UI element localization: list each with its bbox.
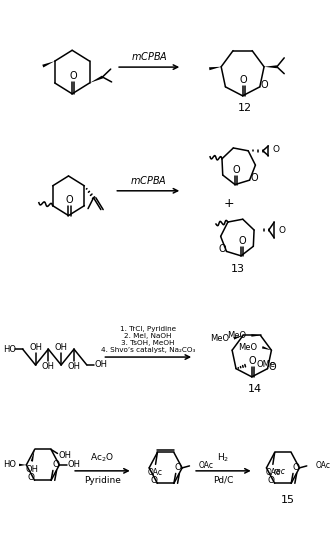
Text: H$_2$: H$_2$ [217, 451, 229, 464]
Text: MeO: MeO [227, 331, 246, 340]
Text: 3. TsOH, MeOH: 3. TsOH, MeOH [122, 340, 175, 346]
Text: O: O [240, 75, 247, 85]
Text: 1. TrCl, Pyridine: 1. TrCl, Pyridine [120, 326, 176, 332]
Text: rac: rac [273, 467, 285, 476]
Text: OH: OH [68, 460, 81, 469]
Text: OH: OH [95, 360, 108, 370]
Polygon shape [42, 61, 55, 67]
Text: OH: OH [42, 363, 55, 372]
Polygon shape [209, 67, 221, 70]
Polygon shape [233, 335, 243, 340]
Text: OH: OH [58, 451, 71, 460]
Text: OH: OH [68, 363, 81, 372]
Text: HO: HO [3, 460, 16, 469]
Text: HO: HO [3, 344, 16, 354]
Text: O: O [267, 476, 274, 485]
Text: O: O [250, 173, 258, 183]
Text: O: O [27, 473, 34, 482]
Text: 13: 13 [231, 264, 245, 274]
Text: O: O [69, 71, 77, 81]
Text: OAc: OAc [148, 468, 163, 477]
Polygon shape [90, 76, 103, 83]
Text: O: O [292, 463, 299, 472]
Text: OAc: OAc [198, 461, 214, 470]
Text: OAc: OAc [316, 461, 331, 470]
Text: Ac$_2$O: Ac$_2$O [91, 451, 114, 464]
Polygon shape [19, 464, 26, 466]
Text: 4. Shvo’s catalyst, Na₂CO₃: 4. Shvo’s catalyst, Na₂CO₃ [101, 347, 195, 353]
Text: OAc: OAc [265, 468, 280, 477]
Text: O: O [261, 80, 268, 90]
Text: O: O [232, 164, 240, 175]
Text: O: O [238, 236, 246, 246]
Text: MeO: MeO [210, 334, 229, 343]
Text: O: O [249, 356, 256, 366]
Text: O: O [150, 476, 157, 485]
Text: +: + [223, 197, 234, 210]
Text: 14: 14 [247, 384, 262, 394]
Polygon shape [262, 346, 271, 350]
Text: MeO: MeO [238, 343, 257, 352]
Text: OH: OH [25, 465, 38, 474]
Text: OH: OH [29, 343, 42, 352]
Text: O: O [218, 245, 226, 254]
Text: O: O [268, 362, 276, 372]
Text: O: O [278, 225, 285, 234]
Polygon shape [31, 450, 35, 462]
Polygon shape [264, 65, 277, 68]
Text: OH: OH [55, 343, 68, 352]
Text: O: O [272, 145, 279, 154]
Text: $m$CPBA: $m$CPBA [130, 174, 166, 186]
Text: O: O [175, 463, 182, 472]
Text: OMe: OMe [256, 360, 275, 369]
Text: Pd/C: Pd/C [213, 476, 233, 485]
Text: Pyridine: Pyridine [84, 476, 121, 485]
Text: O: O [52, 460, 59, 469]
Text: O: O [66, 195, 73, 205]
Text: 2. MeI, NaOH: 2. MeI, NaOH [125, 333, 172, 339]
Text: $m$CPBA: $m$CPBA [131, 50, 167, 62]
Text: 15: 15 [280, 494, 294, 505]
Text: 12: 12 [237, 103, 251, 113]
Polygon shape [251, 334, 260, 337]
